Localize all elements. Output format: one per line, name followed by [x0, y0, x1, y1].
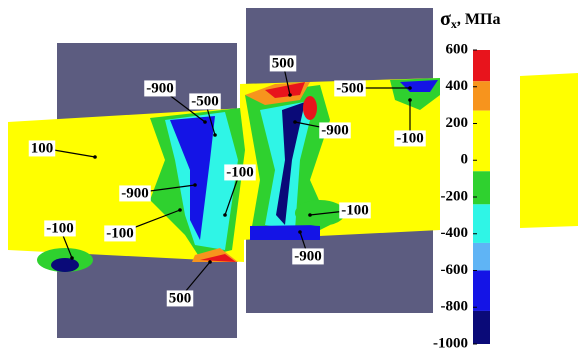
arrow-head — [408, 86, 412, 90]
arrow-head — [70, 256, 74, 260]
arrow-head — [288, 93, 292, 97]
annotation: -100 — [104, 225, 136, 241]
colorbar-band — [473, 50, 490, 81]
annotation: -100 — [394, 130, 426, 146]
colorbar-band — [473, 111, 490, 172]
annotation: -500 — [334, 80, 366, 96]
arrow-head — [93, 155, 97, 159]
annotation: 500 — [167, 290, 194, 306]
title-unit: , МПа — [457, 11, 501, 28]
annotation: -900 — [144, 80, 176, 96]
arrow-head — [408, 98, 412, 102]
tick-label: 400 — [446, 78, 469, 94]
arrow-head — [308, 213, 312, 217]
annotation: -900 — [119, 185, 151, 201]
title-symbol: σ — [440, 8, 451, 30]
tick-label: 0 — [461, 152, 469, 168]
colorbar-band — [473, 311, 490, 344]
annotation-label: -500 — [191, 93, 219, 109]
annotation-label: -100 — [341, 202, 369, 218]
annotation: -900 — [292, 248, 324, 264]
annotation-label: -100 — [106, 225, 134, 241]
tick-label: -200 — [441, 188, 469, 204]
arrow-head — [293, 120, 297, 124]
arrow-head — [298, 230, 302, 234]
annotation-label: 500 — [169, 290, 192, 306]
annotation-label: -100 — [226, 164, 254, 180]
annotation: -100 — [339, 202, 371, 218]
colorbar: σx, МПа 600 400 200 0 -200 -400 -600 -800 -1000 — [433, 8, 500, 352]
annotation: 500 — [270, 55, 297, 71]
arrow-head — [203, 120, 207, 124]
colorbar-band — [473, 204, 490, 243]
arrow-head — [193, 183, 197, 187]
arrow-head — [213, 133, 217, 137]
tick-label: -600 — [441, 262, 469, 278]
page: {"colorbar":{"title":{"symbol":"σ","subs… — [0, 0, 581, 358]
tick-label: -400 — [441, 225, 469, 241]
tick-label: -800 — [441, 299, 469, 315]
annotation-label: 500 — [272, 55, 295, 71]
colorbar-band — [473, 271, 490, 311]
tick-label: 200 — [446, 115, 469, 131]
annotation: -500 — [189, 93, 221, 109]
colorbar-band — [473, 243, 490, 271]
annotation-label: 100 — [31, 140, 54, 156]
tick-label: 600 — [446, 41, 469, 57]
annotation: 100 — [29, 140, 56, 156]
annotation-label: -100 — [46, 220, 74, 236]
arrow-head — [178, 208, 182, 212]
annotation-label: -500 — [336, 80, 364, 96]
tick-label: -1000 — [433, 335, 468, 351]
annotation: -900 — [319, 122, 351, 138]
figure: σx, МПа 600 400 200 0 -200 -400 -600 -800 -1000 1… — [0, 0, 581, 358]
annotation-label: -100 — [396, 130, 424, 146]
colorbar-band — [473, 81, 490, 110]
annotation: -100 — [44, 220, 76, 236]
arrow-head — [223, 213, 227, 217]
annotation-label: -900 — [146, 80, 174, 96]
arrow-head — [208, 260, 212, 264]
annotation: -100 — [224, 164, 256, 180]
colorbar-title: σx, МПа — [440, 8, 500, 31]
annotation-label: -900 — [121, 185, 149, 201]
annotation-label: -900 — [321, 122, 349, 138]
colorbar-band — [473, 171, 490, 204]
annotation-label: -900 — [294, 248, 322, 264]
